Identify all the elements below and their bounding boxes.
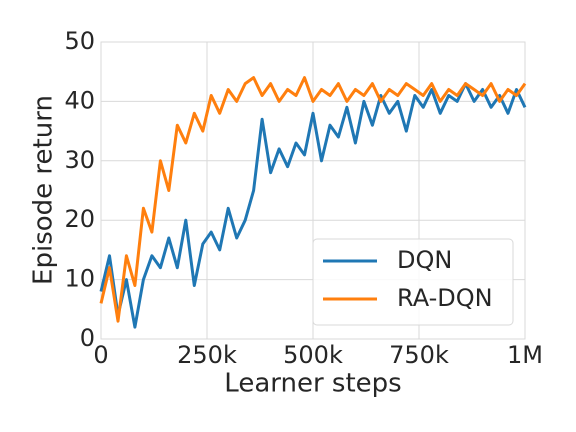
x-tick-label: 750k xyxy=(389,341,449,369)
legend-label: RA-DQN xyxy=(397,284,493,312)
y-tick-label: 30 xyxy=(64,146,95,174)
x-tick-label: 500k xyxy=(283,341,343,369)
data-line xyxy=(99,82,527,329)
data-line xyxy=(99,76,527,323)
y-tick-label: 0 xyxy=(80,324,95,352)
y-axis-label: Episode return xyxy=(29,95,59,285)
y-tick-label: 40 xyxy=(64,86,95,114)
y-tick-label: 10 xyxy=(64,265,95,293)
plot-frame xyxy=(100,41,526,340)
x-tick-label: 250k xyxy=(177,341,237,369)
x-tick-label: 0 xyxy=(93,341,108,369)
x-axis-label: Learner steps xyxy=(224,369,401,399)
y-tick-label: 20 xyxy=(64,205,95,233)
legend-label: DQN xyxy=(397,246,452,274)
y-tick-label: 50 xyxy=(64,27,95,55)
x-tick-label: 1M xyxy=(507,341,543,369)
